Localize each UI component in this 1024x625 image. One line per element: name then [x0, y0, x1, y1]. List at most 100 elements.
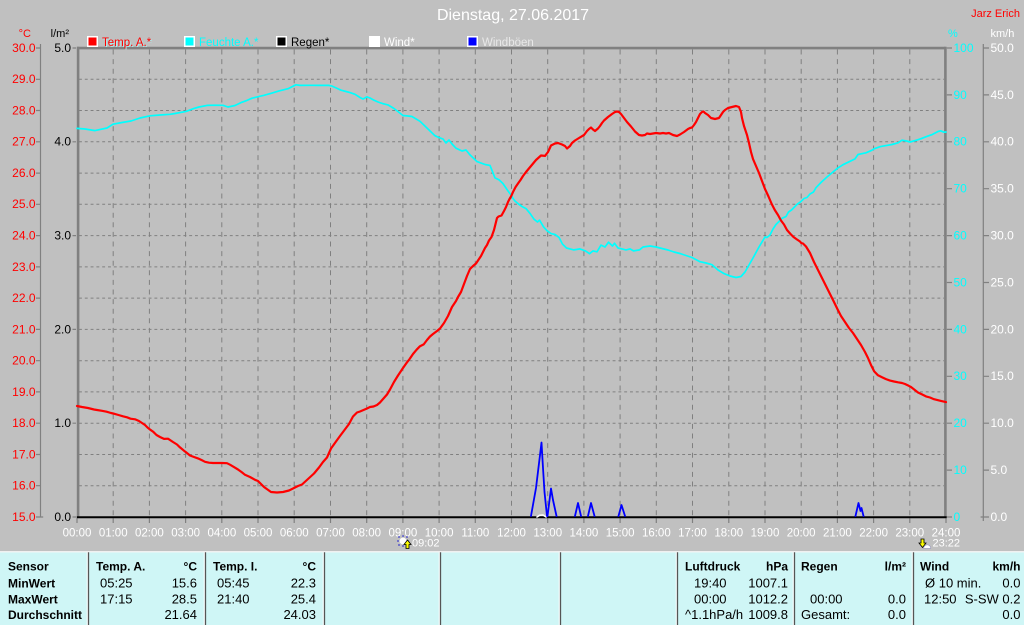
- svg-text:25.4: 25.4: [291, 592, 316, 607]
- svg-text:4.0: 4.0: [54, 135, 71, 149]
- svg-text:05:00: 05:00: [244, 528, 273, 540]
- svg-text:l/m²: l/m²: [885, 560, 906, 574]
- svg-text:Feuchte A.*: Feuchte A.*: [199, 37, 259, 49]
- svg-text:Temp. A.: Temp. A.: [96, 560, 145, 574]
- svg-text:13:00: 13:00: [533, 528, 562, 540]
- svg-text:Regen*: Regen*: [291, 37, 330, 49]
- svg-text:90: 90: [954, 88, 968, 102]
- svg-text:05:45: 05:45: [217, 575, 250, 590]
- svg-text:24:00: 24:00: [932, 528, 961, 540]
- svg-text:05:25: 05:25: [100, 575, 133, 590]
- svg-text:30.0: 30.0: [12, 41, 36, 55]
- svg-text:10.0: 10.0: [991, 416, 1015, 430]
- svg-text:50.0: 50.0: [991, 41, 1015, 55]
- svg-text:15.0: 15.0: [991, 369, 1015, 383]
- svg-text:km/h: km/h: [992, 560, 1020, 574]
- svg-text:10:00: 10:00: [425, 528, 454, 540]
- svg-text:23:00: 23:00: [895, 528, 924, 540]
- svg-text:Luftdruck: Luftdruck: [685, 560, 741, 574]
- svg-text:hPa: hPa: [766, 560, 788, 574]
- svg-text:28.5: 28.5: [172, 592, 197, 607]
- svg-text:MinWert: MinWert: [8, 576, 55, 590]
- svg-text:1.0: 1.0: [54, 416, 71, 430]
- svg-text:00:00: 00:00: [810, 592, 843, 607]
- svg-text:5.0: 5.0: [991, 463, 1008, 477]
- svg-text:22.0: 22.0: [12, 291, 36, 305]
- svg-text:19.0: 19.0: [12, 385, 36, 399]
- svg-text:°C: °C: [19, 28, 31, 40]
- svg-text:l/m²: l/m²: [51, 28, 70, 40]
- svg-text:19:00: 19:00: [751, 528, 780, 540]
- svg-text:MaxWert: MaxWert: [8, 593, 58, 607]
- svg-text:17:00: 17:00: [678, 528, 707, 540]
- svg-text:25.0: 25.0: [991, 275, 1015, 289]
- svg-text:22:00: 22:00: [859, 528, 888, 540]
- svg-text:0.0: 0.0: [1002, 607, 1020, 622]
- svg-text:18.0: 18.0: [12, 416, 36, 430]
- svg-text:30: 30: [954, 369, 968, 383]
- svg-text:14:00: 14:00: [570, 528, 599, 540]
- svg-text:00:00: 00:00: [694, 592, 727, 607]
- svg-text:Durchschnitt: Durchschnitt: [8, 608, 82, 622]
- svg-text:100: 100: [954, 41, 974, 55]
- svg-text:5.0: 5.0: [54, 41, 71, 55]
- svg-text:21:40: 21:40: [217, 592, 250, 607]
- svg-text:0.0: 0.0: [991, 510, 1008, 524]
- svg-text:%: %: [948, 28, 958, 40]
- svg-text:27.0: 27.0: [12, 135, 36, 149]
- svg-text:06:00: 06:00: [280, 528, 309, 540]
- svg-text:16.0: 16.0: [12, 479, 36, 493]
- svg-text:01:00: 01:00: [99, 528, 128, 540]
- svg-text:12:50: 12:50: [924, 592, 957, 607]
- svg-text:0.0: 0.0: [54, 510, 71, 524]
- svg-text:Jarz Erich: Jarz Erich: [971, 8, 1020, 20]
- svg-text:21.64: 21.64: [164, 607, 197, 622]
- svg-text:0.0: 0.0: [1002, 575, 1020, 590]
- svg-text:23:22: 23:22: [933, 538, 961, 550]
- svg-text:07:00: 07:00: [316, 528, 345, 540]
- svg-text:11:00: 11:00: [461, 528, 489, 540]
- svg-text:1009.8: 1009.8: [748, 607, 788, 622]
- svg-text:18:00: 18:00: [714, 528, 743, 540]
- svg-text:Wind*: Wind*: [384, 37, 415, 49]
- svg-text:50: 50: [954, 275, 968, 289]
- svg-text:Ø 10 min.: Ø 10 min.: [925, 575, 981, 590]
- svg-text:Temp. A.*: Temp. A.*: [103, 38, 153, 50]
- svg-text:20:00: 20:00: [787, 528, 816, 540]
- svg-text:1012.2: 1012.2: [748, 592, 788, 607]
- svg-text:15:00: 15:00: [606, 528, 635, 540]
- svg-text:35.0: 35.0: [991, 182, 1015, 196]
- svg-text:2.0: 2.0: [54, 322, 71, 336]
- svg-text:25.0: 25.0: [12, 197, 36, 211]
- svg-text:60: 60: [954, 229, 968, 243]
- svg-text:12:00: 12:00: [497, 528, 526, 540]
- svg-text:45.0: 45.0: [991, 88, 1015, 102]
- svg-text:17.0: 17.0: [12, 447, 36, 461]
- svg-text:19:40: 19:40: [694, 575, 727, 590]
- svg-text:20: 20: [954, 416, 968, 430]
- svg-text:Dienstag, 27.06.2017: Dienstag, 27.06.2017: [437, 7, 589, 24]
- svg-text:20.0: 20.0: [991, 322, 1015, 336]
- svg-text:30.0: 30.0: [991, 229, 1015, 243]
- svg-text:26.0: 26.0: [12, 166, 36, 180]
- svg-text:10: 10: [954, 463, 968, 477]
- svg-text:04:00: 04:00: [207, 528, 236, 540]
- svg-text:29.0: 29.0: [12, 72, 36, 86]
- svg-text:03:00: 03:00: [171, 528, 200, 540]
- svg-text:24.0: 24.0: [12, 229, 36, 243]
- svg-text:^1.1hPa/h: ^1.1hPa/h: [685, 607, 743, 622]
- svg-text:0.0: 0.0: [888, 592, 906, 607]
- svg-text:21:00: 21:00: [823, 528, 852, 540]
- svg-text:21.0: 21.0: [12, 322, 36, 336]
- svg-text:15.0: 15.0: [12, 510, 36, 524]
- svg-text:00:00: 00:00: [63, 528, 92, 540]
- svg-text:S-SW 0.2: S-SW 0.2: [965, 592, 1021, 607]
- svg-text:Wind: Wind: [920, 560, 949, 574]
- svg-text:22.3: 22.3: [291, 575, 316, 590]
- svg-text:Gesamt:: Gesamt:: [801, 607, 850, 622]
- svg-text:Temp. A.*: Temp. A.*: [102, 37, 152, 49]
- svg-text:Windböen: Windböen: [482, 37, 534, 49]
- svg-text:0: 0: [954, 510, 961, 524]
- svg-text:70: 70: [954, 182, 968, 196]
- svg-text:28.0: 28.0: [12, 103, 36, 117]
